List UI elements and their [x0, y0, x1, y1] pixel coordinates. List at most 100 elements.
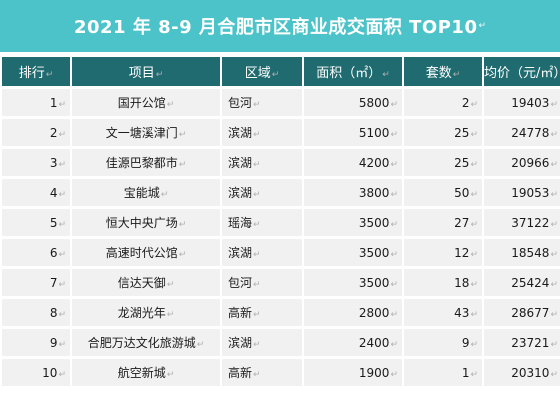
cell-project: 恒大中央广场↵: [72, 209, 220, 236]
cell-region: 滨湖↵: [222, 179, 302, 206]
paragraph-mark-icon: ↵: [178, 160, 187, 170]
paragraph-mark-icon: ↵: [550, 249, 558, 260]
paragraph-mark-icon: ↵: [253, 370, 261, 380]
cell-price: 19053↵: [484, 179, 560, 206]
paragraph-mark-icon: ↵: [58, 309, 66, 320]
cell-region: 滨湖↵: [222, 119, 302, 146]
paragraph-mark-icon: ↵: [58, 279, 66, 290]
cell-region: 高新↵: [222, 299, 302, 326]
ranking-table: 排行↵ 项目↵ 区域↵ 面积（㎡）↵ 套数↵ 均价（元/㎡）↵ 1↵国开公馆↵包…: [0, 54, 560, 389]
table-row: 4↵ 宝能城↵ 滨湖↵ 3800↵ 50↵ 19053↵: [2, 179, 560, 206]
cell-price: 24778↵: [484, 119, 560, 146]
cell-region: 滨湖↵: [222, 149, 302, 176]
header-project: 项目↵: [72, 57, 220, 86]
table-row: 7↵ 信达天御↵ 包河↵ 3500↵ 18↵ 25424↵: [2, 269, 560, 296]
cell-region: 瑶海↵: [222, 209, 302, 236]
table-row: 3↵ 佳源巴黎都市↵ 滨湖↵ 4200↵ 25↵ 20966↵: [2, 149, 560, 176]
cell-area: 2400↵: [304, 329, 402, 356]
cell-area: 3800↵: [304, 179, 402, 206]
cell-units: 18↵: [404, 269, 482, 296]
paragraph-mark-icon: ↵: [478, 21, 487, 31]
cell-rank: 8↵: [2, 299, 70, 326]
cell-price: 25424↵: [484, 269, 560, 296]
paragraph-mark-icon: ↵: [550, 279, 558, 290]
cell-region: 高新↵: [222, 359, 302, 386]
table-row: 6↵ 高速时代公馆↵ 滨湖↵ 3500↵ 12↵ 18548↵: [2, 239, 560, 266]
cell-project: 龙湖光年↵: [72, 299, 220, 326]
cell-price: 23721↵: [484, 329, 560, 356]
table-header-row: 排行↵ 项目↵ 区域↵ 面积（㎡）↵ 套数↵ 均价（元/㎡）↵: [2, 57, 560, 86]
table-body: 1↵ 国开公馆↵ 包河↵ 5800↵ 2↵ 19403↵ 2↵ 文一塘溪津门↵ 滨湖↵ 5100↵…: [2, 89, 560, 386]
paragraph-mark-icon: ↵: [550, 159, 558, 170]
paragraph-mark-icon: ↵: [58, 159, 66, 170]
paragraph-mark-icon: ↵: [390, 219, 398, 230]
paragraph-mark-icon: ↵: [178, 220, 187, 230]
cell-project: 国开公馆↵: [72, 89, 220, 116]
cell-rank: 9↵: [2, 329, 70, 356]
paragraph-mark-icon: ↵: [390, 339, 398, 350]
paragraph-mark-icon: ↵: [253, 310, 261, 320]
paragraph-mark-icon: ↵: [166, 100, 175, 110]
cell-project: 高速时代公馆↵: [72, 239, 220, 266]
paragraph-mark-icon: ↵: [390, 159, 398, 170]
paragraph-mark-icon: ↵: [58, 369, 66, 380]
paragraph-mark-icon: ↵: [390, 369, 398, 380]
cell-units: 9↵: [404, 329, 482, 356]
table-row: 5↵ 恒大中央广场↵ 瑶海↵ 3500↵ 27↵ 37122↵: [2, 209, 560, 236]
paragraph-mark-icon: ↵: [58, 339, 66, 350]
paragraph-mark-icon: ↵: [550, 99, 558, 110]
cell-region: 包河↵: [222, 269, 302, 296]
paragraph-mark-icon: ↵: [550, 309, 558, 320]
paragraph-mark-icon: ↵: [253, 130, 261, 140]
paragraph-mark-icon: ↵: [470, 189, 478, 200]
paragraph-mark-icon: ↵: [470, 159, 478, 170]
paragraph-mark-icon: ↵: [390, 309, 398, 320]
paragraph-mark-icon: ↵: [470, 99, 478, 110]
paragraph-mark-icon: ↵: [58, 249, 66, 260]
paragraph-mark-icon: ↵: [166, 280, 175, 290]
paragraph-mark-icon: ↵: [550, 219, 558, 230]
table-row: 10↵ 航空新城↵ 高新↵ 1900↵ 1↵ 20310↵: [2, 359, 560, 386]
paragraph-mark-icon: ↵: [253, 100, 261, 110]
cell-units: 27↵: [404, 209, 482, 236]
cell-project: 航空新城↵: [72, 359, 220, 386]
cell-price: 20966↵: [484, 149, 560, 176]
paragraph-mark-icon: ↵: [470, 309, 478, 320]
cell-units: 25↵: [404, 149, 482, 176]
cell-rank: 7↵: [2, 269, 70, 296]
paragraph-mark-icon: ↵: [160, 190, 169, 200]
cell-rank: 5↵: [2, 209, 70, 236]
paragraph-mark-icon: ↵: [178, 130, 187, 140]
cell-units: 12↵: [404, 239, 482, 266]
table-row: 2↵ 文一塘溪津门↵ 滨湖↵ 5100↵ 25↵ 24778↵: [2, 119, 560, 146]
cell-rank: 4↵: [2, 179, 70, 206]
paragraph-mark-icon: ↵: [196, 340, 205, 350]
paragraph-mark-icon: ↵: [58, 99, 66, 110]
cell-project: 合肥万达文化旅游城↵: [72, 329, 220, 356]
document-title: 2021 年 8-9 月合肥市区商业成交面积 TOP10: [73, 17, 478, 38]
paragraph-mark-icon: ↵: [550, 189, 558, 200]
paragraph-mark-icon: ↵: [390, 99, 398, 110]
paragraph-mark-icon: ↵: [253, 250, 261, 260]
paragraph-mark-icon: ↵: [58, 219, 66, 230]
paragraph-mark-icon: ↵: [390, 129, 398, 140]
cell-price: 37122↵: [484, 209, 560, 236]
paragraph-mark-icon: ↵: [470, 249, 478, 260]
paragraph-mark-icon: ↵: [178, 250, 187, 260]
cell-rank: 2↵: [2, 119, 70, 146]
cell-region: 滨湖↵: [222, 329, 302, 356]
table-row: 8↵ 龙湖光年↵ 高新↵ 2800↵ 43↵ 28677↵: [2, 299, 560, 326]
paragraph-mark-icon: ↵: [550, 369, 558, 380]
cell-area: 5800↵: [304, 89, 402, 116]
cell-rank: 1↵: [2, 89, 70, 116]
paragraph-mark-icon: ↵: [253, 220, 261, 230]
cell-price: 18548↵: [484, 239, 560, 266]
paragraph-mark-icon: ↵: [550, 129, 558, 140]
paragraph-mark-icon: ↵: [390, 189, 398, 200]
cell-area: 3500↵: [304, 239, 402, 266]
paragraph-mark-icon: ↵: [166, 370, 175, 380]
header-rank: 排行↵: [2, 57, 70, 86]
cell-area: 2800↵: [304, 299, 402, 326]
cell-units: 1↵: [404, 359, 482, 386]
